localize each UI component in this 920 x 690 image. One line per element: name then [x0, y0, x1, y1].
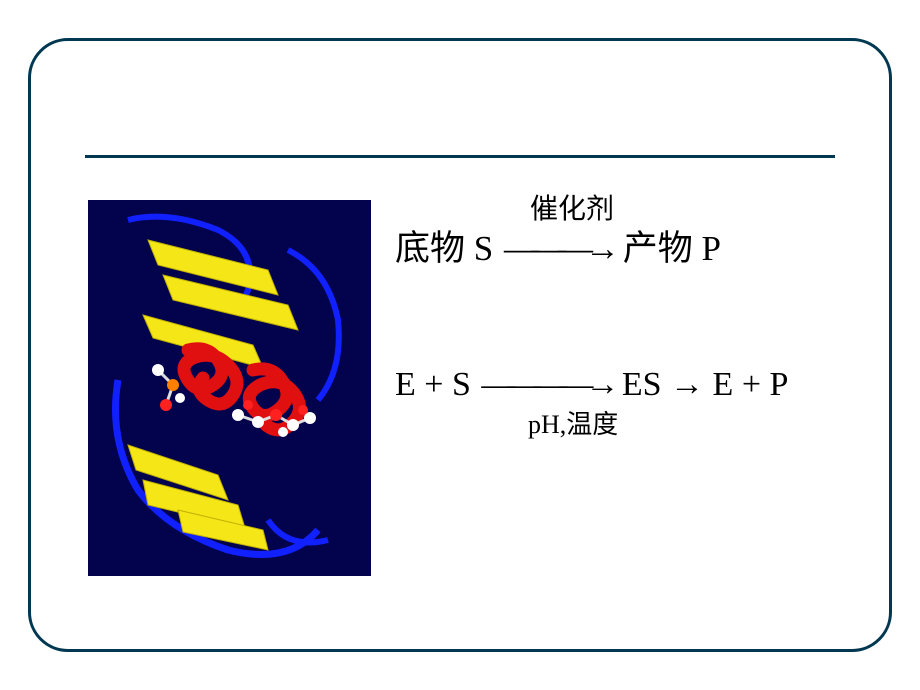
equations-area: 底物 S 催化剂 ———→ 产物 P E + S ————→ pH,温度 ES … [395, 220, 870, 404]
eq2-mid: ES [622, 366, 662, 403]
equation-catalysis: 底物 S 催化剂 ———→ 产物 P [395, 220, 870, 271]
arrow-icon: → [670, 366, 713, 403]
substrate-text: 底物 S [395, 229, 493, 268]
eq2-left: E + S [395, 366, 471, 403]
equation-enzyme-kinetics: E + S ————→ pH,温度 ES → E + P [395, 366, 870, 404]
product-text: 产物 P [623, 229, 721, 268]
protein-ribbon-image [88, 200, 371, 576]
eq2-right: E + P [713, 366, 789, 403]
arrow-icon: ———→ [504, 229, 612, 269]
ph-temp-label: pH,温度 [528, 404, 618, 441]
catalyst-label: 催化剂 [530, 187, 614, 227]
title-underline [85, 155, 835, 158]
arrow-icon: ————→ [481, 366, 611, 404]
